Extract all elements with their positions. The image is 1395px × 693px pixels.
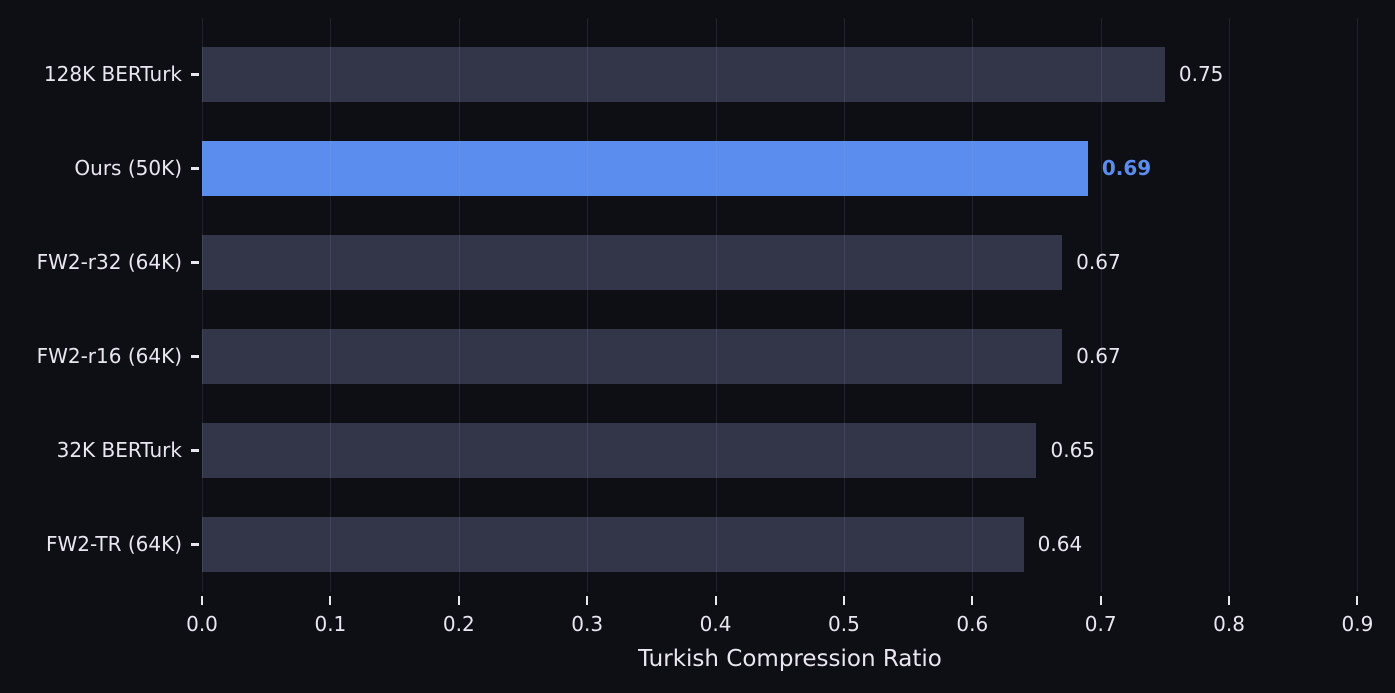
x-tick-label: 0.5 — [828, 612, 860, 636]
category-label: FW2-r16 (64K) — [36, 344, 182, 368]
value-label: 0.65 — [1050, 438, 1096, 462]
value-label: 0.75 — [1178, 62, 1224, 86]
value-label: 0.67 — [1076, 250, 1121, 274]
category-label: 128K BERTurk — [43, 62, 182, 86]
plot-area: 128K BERTurk 0.75 Ours (50K) 0.69 FW2-r32 (6… — [37, 18, 1378, 592]
x-tick-label: 0.3 — [571, 612, 604, 636]
y-tick-mark — [191, 166, 199, 170]
bar-default — [202, 422, 1037, 478]
gridline — [202, 18, 203, 592]
category-label: FW2-r32 (64K) — [36, 250, 182, 274]
category-label: Ours (50K) — [74, 156, 182, 180]
x-tick-label: 0.7 — [1084, 612, 1117, 636]
value-label: 0.69 — [1101, 156, 1152, 180]
y-tick-mark — [191, 72, 199, 76]
x-tick-mark — [586, 596, 589, 605]
gridline — [1357, 18, 1359, 592]
x-tick-label: 0.8 — [1213, 612, 1245, 636]
gridline — [843, 18, 845, 592]
value-label: 0.67 — [1076, 344, 1121, 368]
category-label: 32K BERTurk — [56, 438, 182, 462]
x-tick-mark — [1228, 596, 1231, 605]
x-tick-mark — [971, 596, 974, 605]
bar-default — [202, 234, 1063, 290]
bar-default — [202, 46, 1165, 102]
x-tick-mark — [714, 596, 717, 605]
gridline — [1100, 18, 1102, 592]
x-tick-mark — [329, 596, 332, 605]
y-tick-mark — [191, 542, 199, 546]
value-label: 0.64 — [1037, 532, 1083, 556]
x-tick-mark — [1099, 596, 1102, 605]
x-tick-label: 0.0 — [186, 612, 218, 636]
bar-default — [202, 516, 1024, 572]
x-tick-label: 0.4 — [699, 612, 732, 636]
category-label: FW2-TR (64K) — [45, 532, 182, 556]
x-tick-label: 0.2 — [442, 612, 475, 636]
x-axis-label: Turkish Compression Ratio — [638, 646, 942, 672]
gridline — [587, 18, 589, 592]
x-tick-label: 0.1 — [314, 612, 347, 636]
gridline — [715, 18, 717, 592]
x-tick-label: 0.9 — [1341, 612, 1374, 636]
y-tick-mark — [191, 448, 199, 452]
x-tick-label: 0.6 — [956, 612, 989, 636]
x-tick-mark — [457, 596, 460, 605]
gridline — [972, 18, 974, 592]
bar-default — [202, 328, 1063, 384]
gridline — [458, 18, 460, 592]
x-tick-mark — [1356, 596, 1359, 605]
y-tick-mark — [191, 354, 199, 358]
gridline — [330, 18, 332, 592]
y-tick-mark — [191, 260, 199, 264]
x-tick-mark — [201, 596, 203, 605]
bar-highlighted — [202, 140, 1088, 196]
gridline — [1229, 18, 1231, 592]
x-tick-mark — [842, 596, 845, 605]
